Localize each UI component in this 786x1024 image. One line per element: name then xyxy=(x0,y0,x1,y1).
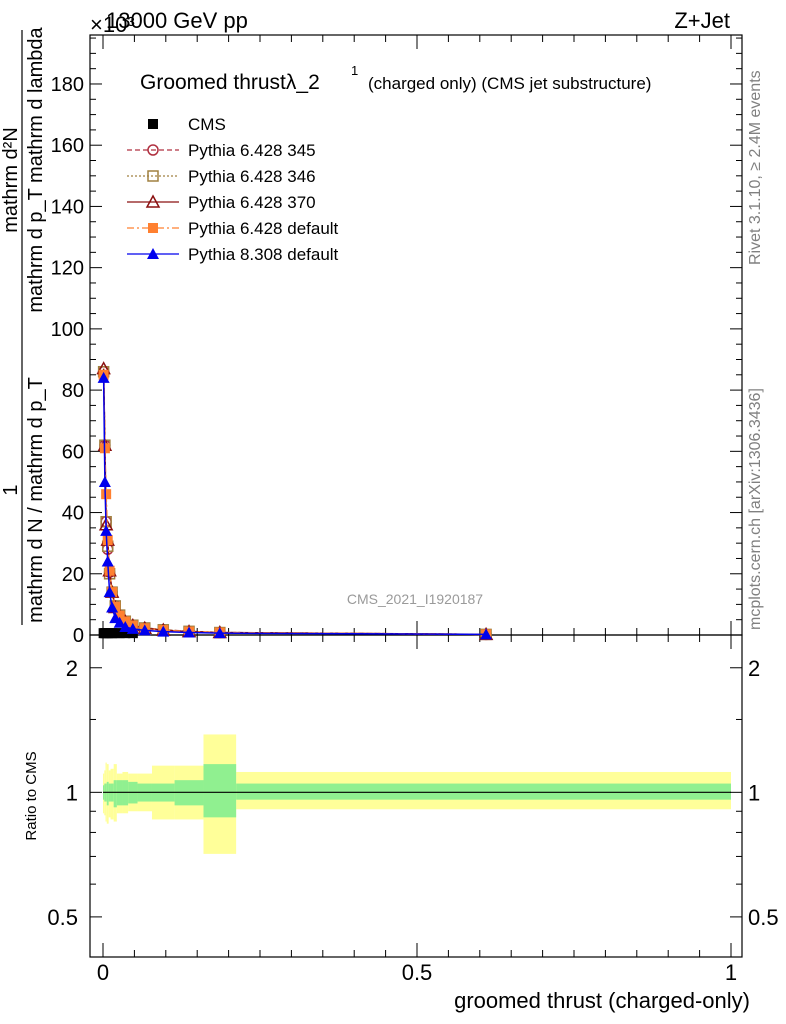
data-point xyxy=(120,628,131,639)
data-point xyxy=(114,628,125,639)
exponent-marker: ×10³ xyxy=(90,12,135,37)
main-ytick-label: 80 xyxy=(62,380,84,402)
main-ytick-label: 180 xyxy=(51,74,84,96)
data-point xyxy=(106,601,119,613)
mcplots-label: mcplots.cern.ch [arXiv:1306.3436] xyxy=(747,388,764,630)
xtick-label: 1 xyxy=(725,960,737,985)
main-ylabel: mathrm d²N mathrm d p_T mathrm d lambda … xyxy=(0,26,47,625)
green-band-bin xyxy=(113,780,117,808)
data-point xyxy=(145,194,161,208)
data-point xyxy=(119,621,132,633)
data-point xyxy=(102,535,113,546)
data-point xyxy=(100,524,113,536)
data-point xyxy=(148,223,158,233)
main-ytick-label: 160 xyxy=(51,135,84,157)
data-point xyxy=(480,628,493,640)
main-ytick-label: 100 xyxy=(51,319,84,341)
green-band-bin xyxy=(203,764,237,818)
ratio-axes: 0.5 0.5 1 1 2 2 0 0.5 1 xyxy=(47,635,779,985)
data-point xyxy=(97,371,110,383)
main-axes: 0 20 40 60 80 100 120 140 160 180 xyxy=(51,35,742,647)
ratio-ytick-label: 2 xyxy=(66,656,78,681)
main-ytick-label: 120 xyxy=(51,258,84,280)
energy-label: 13000 GeV pp xyxy=(106,8,248,33)
green-band-bin xyxy=(106,781,109,806)
xtick-label: 0 xyxy=(97,960,109,985)
data-point xyxy=(147,144,159,156)
data-point xyxy=(126,622,139,634)
data-point xyxy=(213,627,226,639)
legend-label: Pythia 6.428 346 xyxy=(188,167,316,186)
main-ytick-label: 40 xyxy=(62,503,84,525)
main-ytick-label: 0 xyxy=(73,625,84,647)
ylabel-line-1: mathrm d²N xyxy=(0,127,22,233)
data-point xyxy=(101,555,114,567)
ylabel-line-4: 1 xyxy=(0,484,22,495)
data-point xyxy=(147,170,159,182)
title-main: Groomed thrustλ_2 xyxy=(140,71,320,94)
analysis-watermark: CMS_2021_I1920187 xyxy=(347,591,483,607)
ratio-ytick-label-right: 0.5 xyxy=(748,905,779,930)
ylabel-line-2: mathrm d p_T mathrm d lambda xyxy=(25,26,47,312)
x-axis-label: groomed thrust (charged-only) xyxy=(454,988,750,1013)
data-point xyxy=(148,119,158,129)
legend-label: Pythia 6.428 370 xyxy=(188,193,316,212)
data-point xyxy=(114,610,125,621)
ratio-ytick-label-right: 2 xyxy=(748,656,760,681)
main-ytick-label: 60 xyxy=(62,441,84,463)
ratio-ytick-label: 1 xyxy=(66,780,78,805)
ratio-plot-frame xyxy=(89,634,743,958)
xtick-label: 0.5 xyxy=(402,960,433,985)
legend-label: CMS xyxy=(188,115,226,134)
ylabel-line-3: mathrm d N / mathrm d p_T xyxy=(25,377,47,623)
ratio-ylabel: Ratio to CMS xyxy=(23,751,40,840)
data-point xyxy=(183,626,196,638)
data-point xyxy=(113,616,126,628)
ratio-bands xyxy=(103,734,732,854)
rivet-label: Rivet 3.1.10, ≥ 2.4M events xyxy=(747,70,764,265)
data-point xyxy=(138,624,151,636)
series-pythia-8-308-default xyxy=(97,371,493,640)
data-point xyxy=(104,565,115,576)
legend-label: Pythia 8.308 default xyxy=(188,245,339,264)
ratio-ytick-label-right: 1 xyxy=(748,780,760,805)
data-point xyxy=(103,586,116,598)
legend-label: Pythia 6.428 345 xyxy=(188,141,316,160)
data-point xyxy=(101,489,112,500)
green-band-bin xyxy=(236,783,732,800)
data-point xyxy=(157,625,170,637)
data-point xyxy=(98,475,111,487)
legend: CMS Pythia 6.428 345 Pythia 6.428 346 Pythi… xyxy=(127,115,339,264)
main-ytick-label: 20 xyxy=(62,564,84,586)
data-point xyxy=(147,248,159,259)
legend-label: Pythia 6.428 default xyxy=(188,219,339,238)
ratio-ytick-label: 0.5 xyxy=(47,905,78,930)
main-ytick-label: 140 xyxy=(51,196,84,218)
data-point xyxy=(110,601,121,612)
title-small: (charged only) (CMS jet substructure) xyxy=(368,74,651,93)
series-layer xyxy=(96,361,494,641)
process-label: Z+Jet xyxy=(674,8,730,33)
chart-title: Groomed thrustλ_2 1 (charged only) (CMS … xyxy=(140,63,651,94)
title-sup: 1 xyxy=(351,63,358,78)
